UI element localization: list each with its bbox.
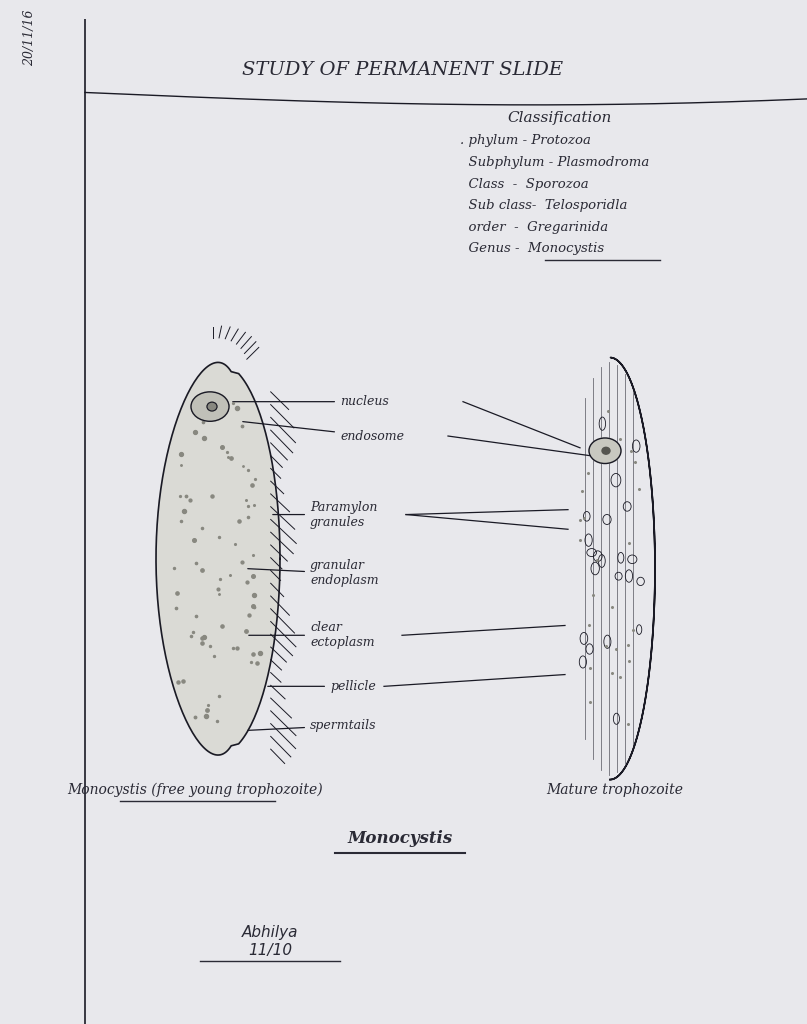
Ellipse shape <box>602 447 610 455</box>
Text: STUDY OF PERMANENT SLIDE: STUDY OF PERMANENT SLIDE <box>242 60 563 79</box>
Text: Class  -  Sporozoa: Class - Sporozoa <box>460 178 588 190</box>
Polygon shape <box>156 362 280 755</box>
Text: endosome: endosome <box>243 422 404 442</box>
Text: pellicle: pellicle <box>268 680 376 693</box>
Ellipse shape <box>589 438 621 464</box>
Text: Classification: Classification <box>508 111 613 125</box>
Text: 20/11/16: 20/11/16 <box>23 9 36 66</box>
Text: . phylum - Protozoa: . phylum - Protozoa <box>460 134 591 147</box>
Text: Mature trophozoite: Mature trophozoite <box>546 783 684 798</box>
Text: order  -  Gregarinida: order - Gregarinida <box>460 221 608 233</box>
Ellipse shape <box>207 402 217 411</box>
Text: Abhilya
11/10: Abhilya 11/10 <box>242 926 299 957</box>
Text: clear
ectoplasm: clear ectoplasm <box>249 622 374 649</box>
Text: spermtails: spermtails <box>248 719 377 732</box>
Text: Paramylon
granules: Paramylon granules <box>273 501 378 528</box>
Text: nucleus: nucleus <box>232 395 389 409</box>
Text: Monocystis (free young trophozoite): Monocystis (free young trophozoite) <box>67 783 323 798</box>
Text: Subphylum - Plasmodroma: Subphylum - Plasmodroma <box>460 156 650 169</box>
Polygon shape <box>610 357 655 779</box>
Text: Monocystis: Monocystis <box>347 830 453 848</box>
Text: Sub class-  Telosporidla: Sub class- Telosporidla <box>460 200 627 212</box>
Ellipse shape <box>191 392 229 421</box>
Text: Genus -  Monocystis: Genus - Monocystis <box>460 243 604 255</box>
Text: granular
endoplasm: granular endoplasm <box>248 559 378 588</box>
